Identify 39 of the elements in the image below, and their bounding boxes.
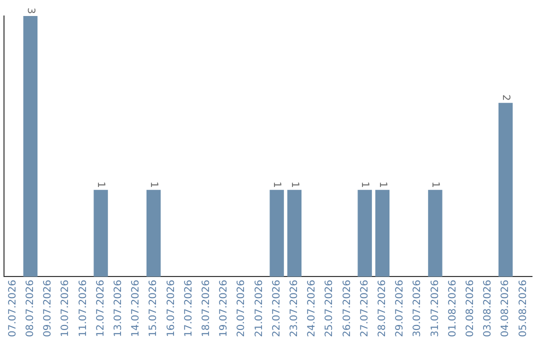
x-tick-label: 17.07.2026	[183, 280, 194, 338]
data-label: 3	[24, 8, 36, 14]
x-tick-label: 20.07.2026	[236, 280, 248, 338]
x-tick-label: 18.07.2026	[200, 280, 212, 338]
x-tick-label: 21.07.2026	[254, 280, 265, 338]
x-tick-label: 23.07.2026	[288, 280, 300, 338]
x-tick-label: 13.07.2026	[112, 280, 124, 338]
x-tick-label: 11.07.2026	[78, 280, 89, 338]
x-tick-label: 27.07.2026	[359, 280, 370, 338]
x-tick-label: 03.08.2026	[482, 280, 494, 338]
data-label: 1	[95, 181, 106, 188]
x-tick-label: 01.08.2026	[447, 280, 458, 338]
x-tick-label: 16.07.2026	[166, 280, 177, 338]
x-tick-label: 14.07.2026	[130, 280, 142, 338]
x-tick-label: 07.07.2026	[7, 280, 18, 338]
x-tick-label: 29.07.2026	[394, 280, 406, 338]
x-tick-label: 26.07.2026	[342, 280, 353, 338]
data-label: 1	[148, 181, 160, 188]
x-tick-label: 28.07.2026	[376, 280, 388, 338]
x-tick-label: 31.07.2026	[430, 280, 441, 338]
x-tick-label: 25.07.2026	[324, 280, 336, 338]
x-tick-label: 15.07.2026	[148, 280, 160, 338]
x-tick-label: 02.08.2026	[464, 280, 476, 338]
data-label: 1	[430, 181, 441, 188]
data-label: 2	[500, 94, 512, 101]
x-tick-label: 19.07.2026	[218, 280, 230, 338]
x-tick-label: 05.08.2026	[518, 280, 529, 338]
x-tick-label: 04.08.2026	[500, 280, 512, 338]
data-label: 1	[359, 181, 370, 188]
x-tick-label: 10.07.2026	[60, 280, 72, 338]
x-tick-label: 08.07.2026	[24, 280, 36, 338]
x-tick-label: 09.07.2026	[42, 280, 54, 338]
x-tick-label: 24.07.2026	[306, 280, 318, 338]
x-tick-label: 30.07.2026	[412, 280, 424, 338]
x-tick-label: 12.07.2026	[95, 280, 106, 338]
data-label: 1	[376, 181, 388, 188]
data-label: 1	[271, 181, 282, 188]
x-tick-label: 22.07.2026	[271, 280, 282, 338]
data-label: 1	[288, 181, 300, 188]
